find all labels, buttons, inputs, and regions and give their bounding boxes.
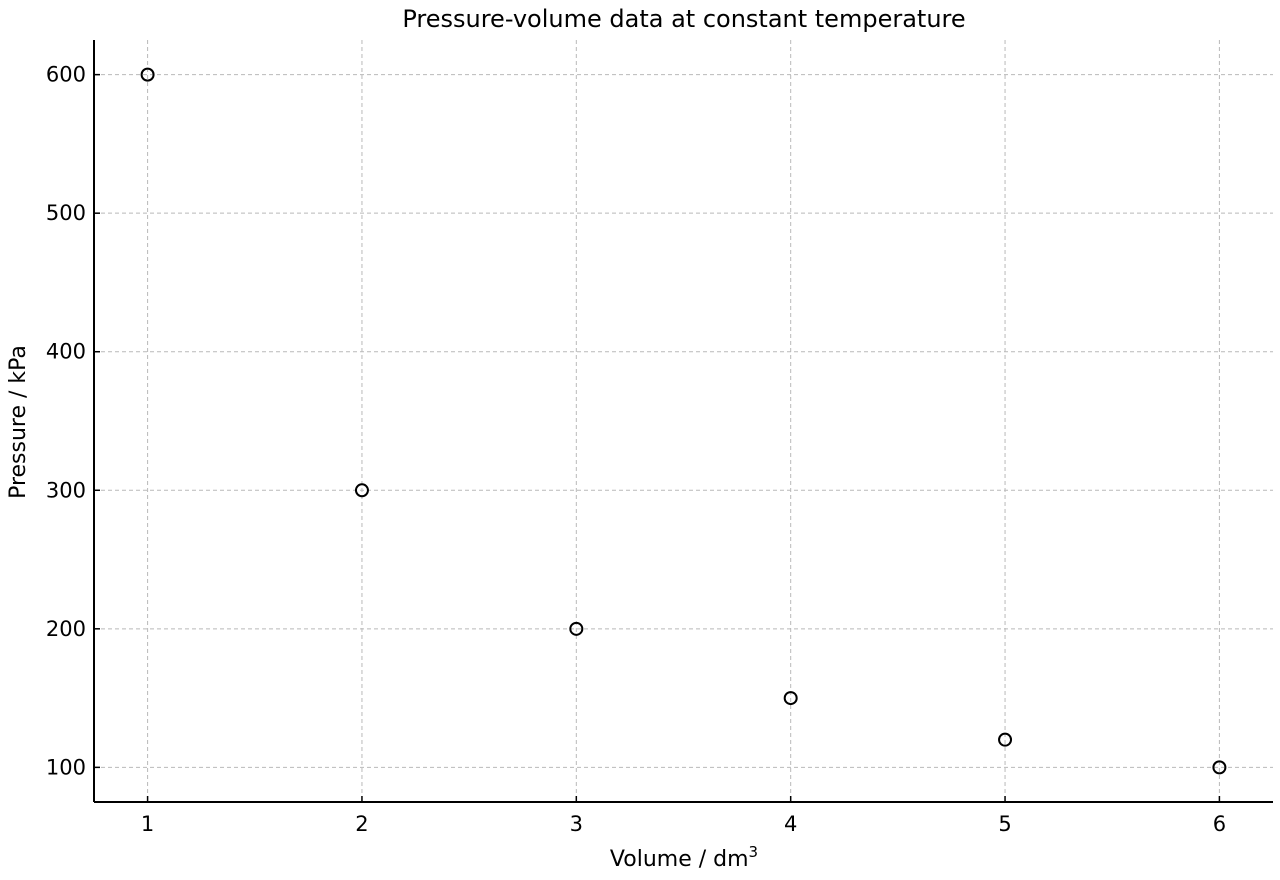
grid-lines: [94, 40, 1273, 802]
y-tick-label: 500: [46, 201, 86, 225]
y-tick-label: 600: [46, 63, 86, 87]
x-tick-label: 3: [570, 812, 583, 836]
y-tick-label: 100: [46, 755, 86, 779]
x-axis-label-text: Volume / dm: [610, 847, 749, 872]
x-axis-label: Volume / dm3: [610, 843, 758, 872]
y-axis-label: Pressure / kPa: [6, 345, 31, 499]
x-tick-label: 6: [1213, 812, 1226, 836]
y-tick-label: 300: [46, 478, 86, 502]
x-tick-label: 1: [141, 812, 154, 836]
y-tick-label: 400: [46, 340, 86, 364]
data-point: [998, 732, 1013, 747]
y-axis-ticks: 100 200 300 400 500 600: [46, 63, 100, 779]
data-point: [140, 67, 155, 82]
data-point: [569, 621, 584, 636]
x-axis-ticks: 1 2 3 4 5 6: [141, 796, 1226, 836]
axes: [93, 40, 1273, 803]
data-point: [354, 483, 369, 498]
chart-title: Pressure-volume data at constant tempera…: [402, 5, 965, 33]
data-points: [140, 67, 1227, 775]
x-axis-label-superscript: 3: [749, 843, 759, 861]
data-point: [1212, 760, 1227, 775]
y-tick-label: 200: [46, 617, 86, 641]
data-point: [783, 691, 798, 706]
x-tick-label: 5: [998, 812, 1011, 836]
x-tick-label: 2: [355, 812, 368, 836]
x-tick-label: 4: [784, 812, 797, 836]
